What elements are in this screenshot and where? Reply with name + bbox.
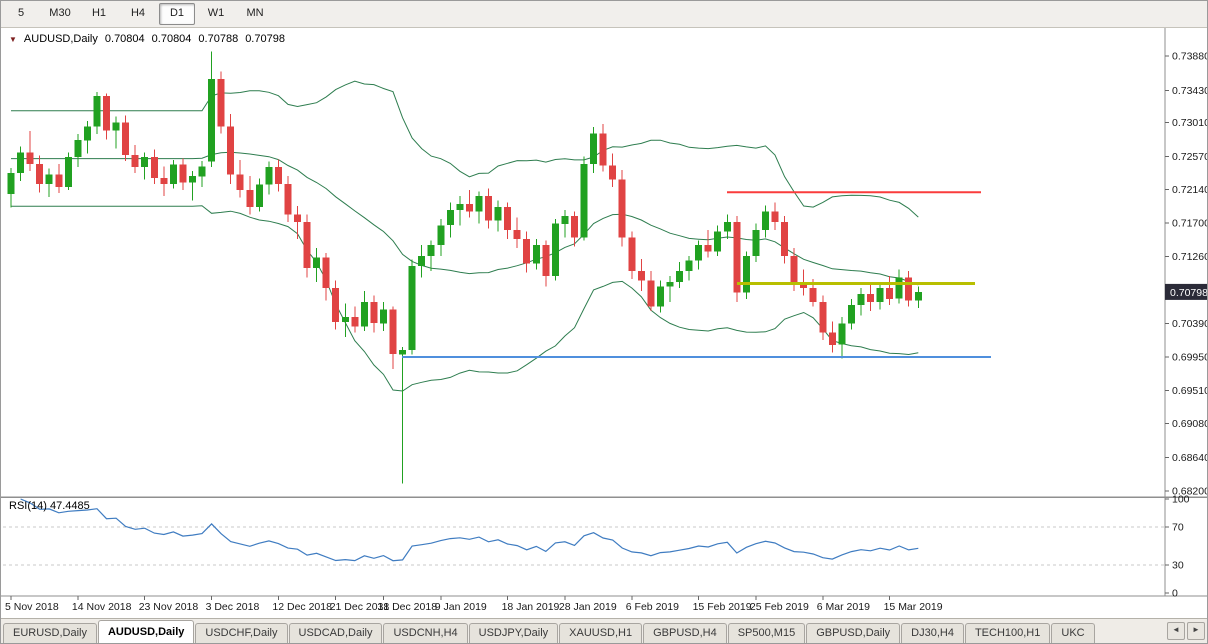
svg-text:0.68640: 0.68640 xyxy=(1172,452,1208,464)
svg-text:0.70798: 0.70798 xyxy=(1170,287,1208,299)
svg-text:0.69080: 0.69080 xyxy=(1172,418,1208,430)
svg-text:15 Feb 2019: 15 Feb 2019 xyxy=(693,601,752,613)
rsi-line xyxy=(20,498,919,562)
chart-tab-sp500-m15[interactable]: SP500,M15 xyxy=(727,623,806,643)
candles xyxy=(7,51,922,484)
svg-text:3 Dec 2018: 3 Dec 2018 xyxy=(206,601,260,613)
svg-text:0.69510: 0.69510 xyxy=(1172,385,1208,397)
rsi-axis[interactable]: 100 70 30 0 xyxy=(1165,494,1190,600)
price-axis[interactable]: 0.73880 0.73430 0.73010 0.72570 0.72140 0.717… xyxy=(1165,51,1208,498)
price-chart[interactable]: 0.73880 0.73430 0.73010 0.72570 0.72140 0.717… xyxy=(1,28,1208,618)
svg-text:0: 0 xyxy=(1172,588,1178,600)
timeframe-button-h4[interactable]: H4 xyxy=(130,7,146,19)
svg-text:0.72570: 0.72570 xyxy=(1172,151,1208,163)
chart-background xyxy=(1,28,1207,618)
timeframe-button-w1[interactable]: W1 xyxy=(207,7,225,19)
tabs-scroll-right-icon[interactable]: ► xyxy=(1187,622,1205,640)
timeframe-button-h1[interactable]: H1 xyxy=(91,7,107,19)
svg-text:5 Nov 2018: 5 Nov 2018 xyxy=(5,601,59,613)
rsi-levels xyxy=(3,526,1165,566)
chart-tab-gbpusd-h4[interactable]: GBPUSD,H4 xyxy=(643,623,727,643)
svg-text:100: 100 xyxy=(1172,494,1190,506)
svg-text:0.69950: 0.69950 xyxy=(1172,352,1208,364)
svg-text:0.71700: 0.71700 xyxy=(1172,218,1208,230)
timeframe-toolbar: 5 M30 H1 H4 D1 W1 MN xyxy=(1,1,1207,28)
svg-text:9 Jan 2019: 9 Jan 2019 xyxy=(435,601,487,613)
chart-tabs: EURUSD,Daily AUDUSD,Daily USDCHF,Daily USDC… xyxy=(3,620,1207,643)
chart-tab-gbpusd-daily[interactable]: GBPUSD,Daily xyxy=(806,623,901,643)
current-price-tag: 0.70798 xyxy=(1165,283,1208,300)
svg-text:23 Nov 2018: 23 Nov 2018 xyxy=(139,601,199,613)
chart-tab-usdcad-daily[interactable]: USDCAD,Daily xyxy=(288,623,383,643)
timeframe-button-mn[interactable]: MN xyxy=(246,7,264,19)
timeframe-button-5[interactable]: 5 xyxy=(17,7,25,19)
svg-text:15 Mar 2019: 15 Mar 2019 xyxy=(884,601,943,613)
svg-text:14 Nov 2018: 14 Nov 2018 xyxy=(72,601,132,613)
svg-text:30: 30 xyxy=(1172,559,1184,571)
chart-tab-audusd-daily[interactable]: AUDUSD,Daily xyxy=(97,620,195,643)
timeframe-button-d1[interactable]: D1 xyxy=(159,3,195,25)
svg-text:0.73010: 0.73010 xyxy=(1172,117,1208,129)
bollinger-bands xyxy=(11,80,919,392)
chart-tab-dj30-h4[interactable]: DJ30,H4 xyxy=(901,623,964,643)
svg-text:21 Dec 2018: 21 Dec 2018 xyxy=(330,601,390,613)
svg-text:70: 70 xyxy=(1172,522,1184,534)
tabs-scroll-left-icon[interactable]: ◄ xyxy=(1167,622,1185,640)
chart-tab-tech100-h1[interactable]: TECH100,H1 xyxy=(964,623,1051,643)
horizontal-lines xyxy=(402,191,991,358)
svg-text:0.68200: 0.68200 xyxy=(1172,486,1208,498)
chart-tab-xauusd-h1[interactable]: XAUUSD,H1 xyxy=(559,623,643,643)
svg-text:0.73430: 0.73430 xyxy=(1172,85,1208,97)
svg-text:0.70390: 0.70390 xyxy=(1172,318,1208,330)
chart-tab-usdcnh-h4[interactable]: USDCNH,H4 xyxy=(383,623,468,643)
svg-text:31 Dec 2018: 31 Dec 2018 xyxy=(378,601,438,613)
svg-text:28 Jan 2019: 28 Jan 2019 xyxy=(559,601,617,613)
svg-text:0.71260: 0.71260 xyxy=(1172,251,1208,263)
svg-text:25 Feb 2019: 25 Feb 2019 xyxy=(750,601,809,613)
svg-text:6 Mar 2019: 6 Mar 2019 xyxy=(817,601,870,613)
svg-text:6 Feb 2019: 6 Feb 2019 xyxy=(626,601,679,613)
tabs-scroll-arrows: ◄ ► xyxy=(1164,622,1205,640)
chart-tab-eurusd-daily[interactable]: EURUSD,Daily xyxy=(3,623,97,643)
svg-text:0.73880: 0.73880 xyxy=(1172,51,1208,63)
chart-tab-ukc[interactable]: UKC xyxy=(1051,623,1095,643)
svg-text:0.72140: 0.72140 xyxy=(1172,184,1208,196)
chart-tab-usdchf-daily[interactable]: USDCHF,Daily xyxy=(195,623,288,643)
chart-area: 0.73880 0.73430 0.73010 0.72570 0.72140 0.717… xyxy=(1,28,1208,618)
time-axis[interactable]: 5 Nov 2018 14 Nov 2018 23 Nov 2018 3 Dec 20… xyxy=(5,596,943,613)
svg-text:18 Jan 2019: 18 Jan 2019 xyxy=(502,601,560,613)
svg-text:12 Dec 2018: 12 Dec 2018 xyxy=(272,601,332,613)
timeframe-button-m30[interactable]: M30 xyxy=(49,7,71,19)
chart-tab-usdjpy-daily[interactable]: USDJPY,Daily xyxy=(468,623,559,643)
chart-tabs-bar: EURUSD,Daily AUDUSD,Daily USDCHF,Daily USDC… xyxy=(1,618,1207,643)
